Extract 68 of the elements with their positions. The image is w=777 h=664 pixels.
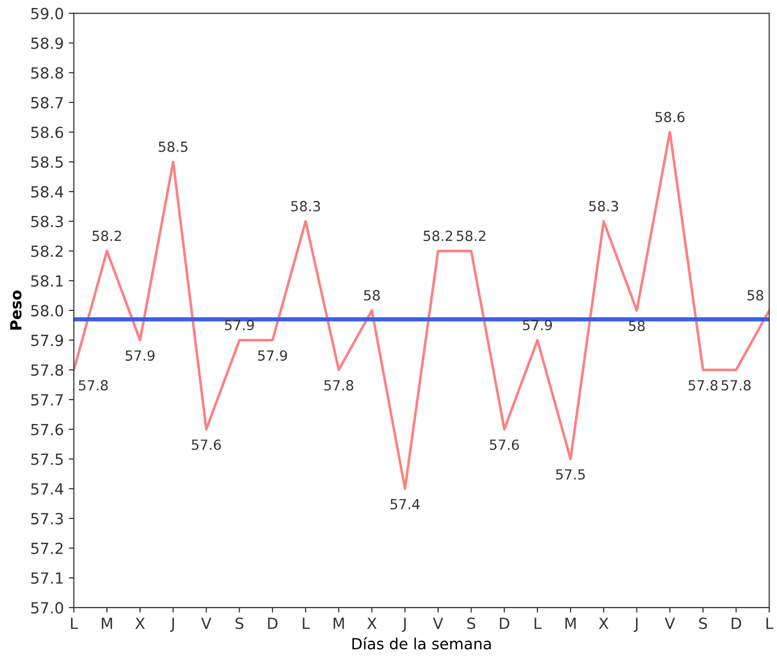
y-tick-label: 57.0 <box>31 602 64 614</box>
data-label: 58.5 <box>158 141 188 152</box>
data-label: 57.6 <box>192 439 221 450</box>
x-tick-label: L <box>302 618 310 629</box>
data-label: 58 <box>629 320 645 332</box>
y-tick-label: 57.1 <box>31 572 63 584</box>
data-label: 58.3 <box>291 200 320 212</box>
y-tick-label: 57.9 <box>31 334 64 346</box>
x-tick-label: J <box>402 618 406 632</box>
y-tick-label: 58.7 <box>31 96 63 108</box>
data-label: 58 <box>364 290 380 301</box>
data-label: 58.6 <box>655 112 684 122</box>
x-tick-label: X <box>598 618 608 629</box>
data-label: 58.2 <box>92 230 121 242</box>
x-tick-label: J <box>170 618 174 632</box>
x-tick-label: D <box>732 618 742 629</box>
data-label: 57.6 <box>490 439 519 450</box>
x-tick-label: L <box>766 618 774 629</box>
y-tick-label: 58.9 <box>31 37 64 50</box>
data-label: 57.8 <box>324 380 354 391</box>
data-label: 58 <box>748 290 764 301</box>
data-label: 58.3 <box>589 200 618 212</box>
x-tick-label: M <box>334 618 344 629</box>
data-label: 57.9 <box>523 320 552 330</box>
x-tick-label: V <box>432 618 444 629</box>
data-label: 57.8 <box>688 380 718 391</box>
x-tick-label: X <box>135 618 145 629</box>
y-tick-label: 58.2 <box>31 245 63 258</box>
x-tick-label: L <box>534 618 542 629</box>
x-tick-label: D <box>268 618 278 629</box>
data-label: 57.4 <box>390 499 420 510</box>
y-tick-label: 58.0 <box>31 304 64 316</box>
x-tick-label: S <box>467 618 476 630</box>
y-tick-label: 57.2 <box>31 542 63 554</box>
x-tick-label: V <box>201 618 212 629</box>
y-tick-label: 58.4 <box>31 186 64 198</box>
x-tick-label: M <box>565 618 576 629</box>
data-label: 57.9 <box>225 320 254 330</box>
y-tick-label: 57.7 <box>31 394 63 406</box>
data-label: 57.8 <box>78 380 108 391</box>
x-tick-label: M <box>102 618 112 629</box>
data-label: 57.8 <box>722 380 751 391</box>
x-tick-label: V <box>664 618 675 629</box>
y-tick-label: 58.3 <box>31 216 63 228</box>
y-tick-label: 58.8 <box>31 67 64 79</box>
x-tick-label: S <box>699 618 707 630</box>
line-series <box>74 130 770 490</box>
data-label: 57.9 <box>258 350 287 361</box>
y-tick-label: 57.5 <box>31 454 63 466</box>
y-tick-label: 57.3 <box>31 512 63 524</box>
y-tick-label: 58.6 <box>31 126 64 138</box>
x-tick-label: J <box>634 618 638 632</box>
x-axis-title: Días de la semana <box>352 637 491 650</box>
data-label: 58.2 <box>424 230 452 242</box>
y-tick-label: 58.5 <box>31 156 63 168</box>
y-tick-label: 57.8 <box>31 364 64 376</box>
data-label: 57.9 <box>126 350 155 361</box>
y-tick-label: 59.0 <box>31 8 64 20</box>
y-tick-label: 57.6 <box>31 424 64 436</box>
x-tick-label: S <box>236 618 244 630</box>
data-label: 57.5 <box>556 469 585 480</box>
y-tick-label: 58.1 <box>31 275 63 287</box>
x-tick-label: D <box>500 618 510 629</box>
y-tick-label: 57.4 <box>31 483 64 495</box>
x-tick-label: L <box>71 618 78 629</box>
data-label: 58.2 <box>456 230 486 242</box>
y-axis-title: Peso <box>10 290 22 330</box>
x-tick-label: X <box>367 618 377 629</box>
